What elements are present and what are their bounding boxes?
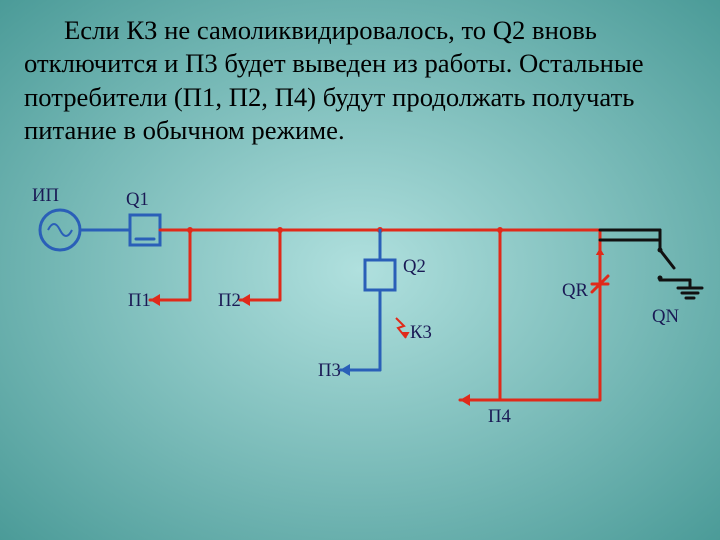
label-p1: П1 — [128, 290, 151, 312]
label-qn: QN — [652, 306, 679, 328]
label-qr: QR — [562, 280, 588, 302]
label-p2: П2 — [218, 290, 241, 312]
label-source: ИП — [32, 185, 59, 207]
slide: Если КЗ не самоликвидировалось, то Q2 вн… — [0, 0, 720, 540]
label-p3: П3 — [318, 360, 341, 382]
circuit-diagram — [0, 0, 720, 540]
label-p4: П4 — [488, 406, 511, 428]
label-q1: Q1 — [126, 189, 149, 211]
label-q2: Q2 — [403, 256, 426, 278]
label-k3: К3 — [410, 322, 432, 344]
